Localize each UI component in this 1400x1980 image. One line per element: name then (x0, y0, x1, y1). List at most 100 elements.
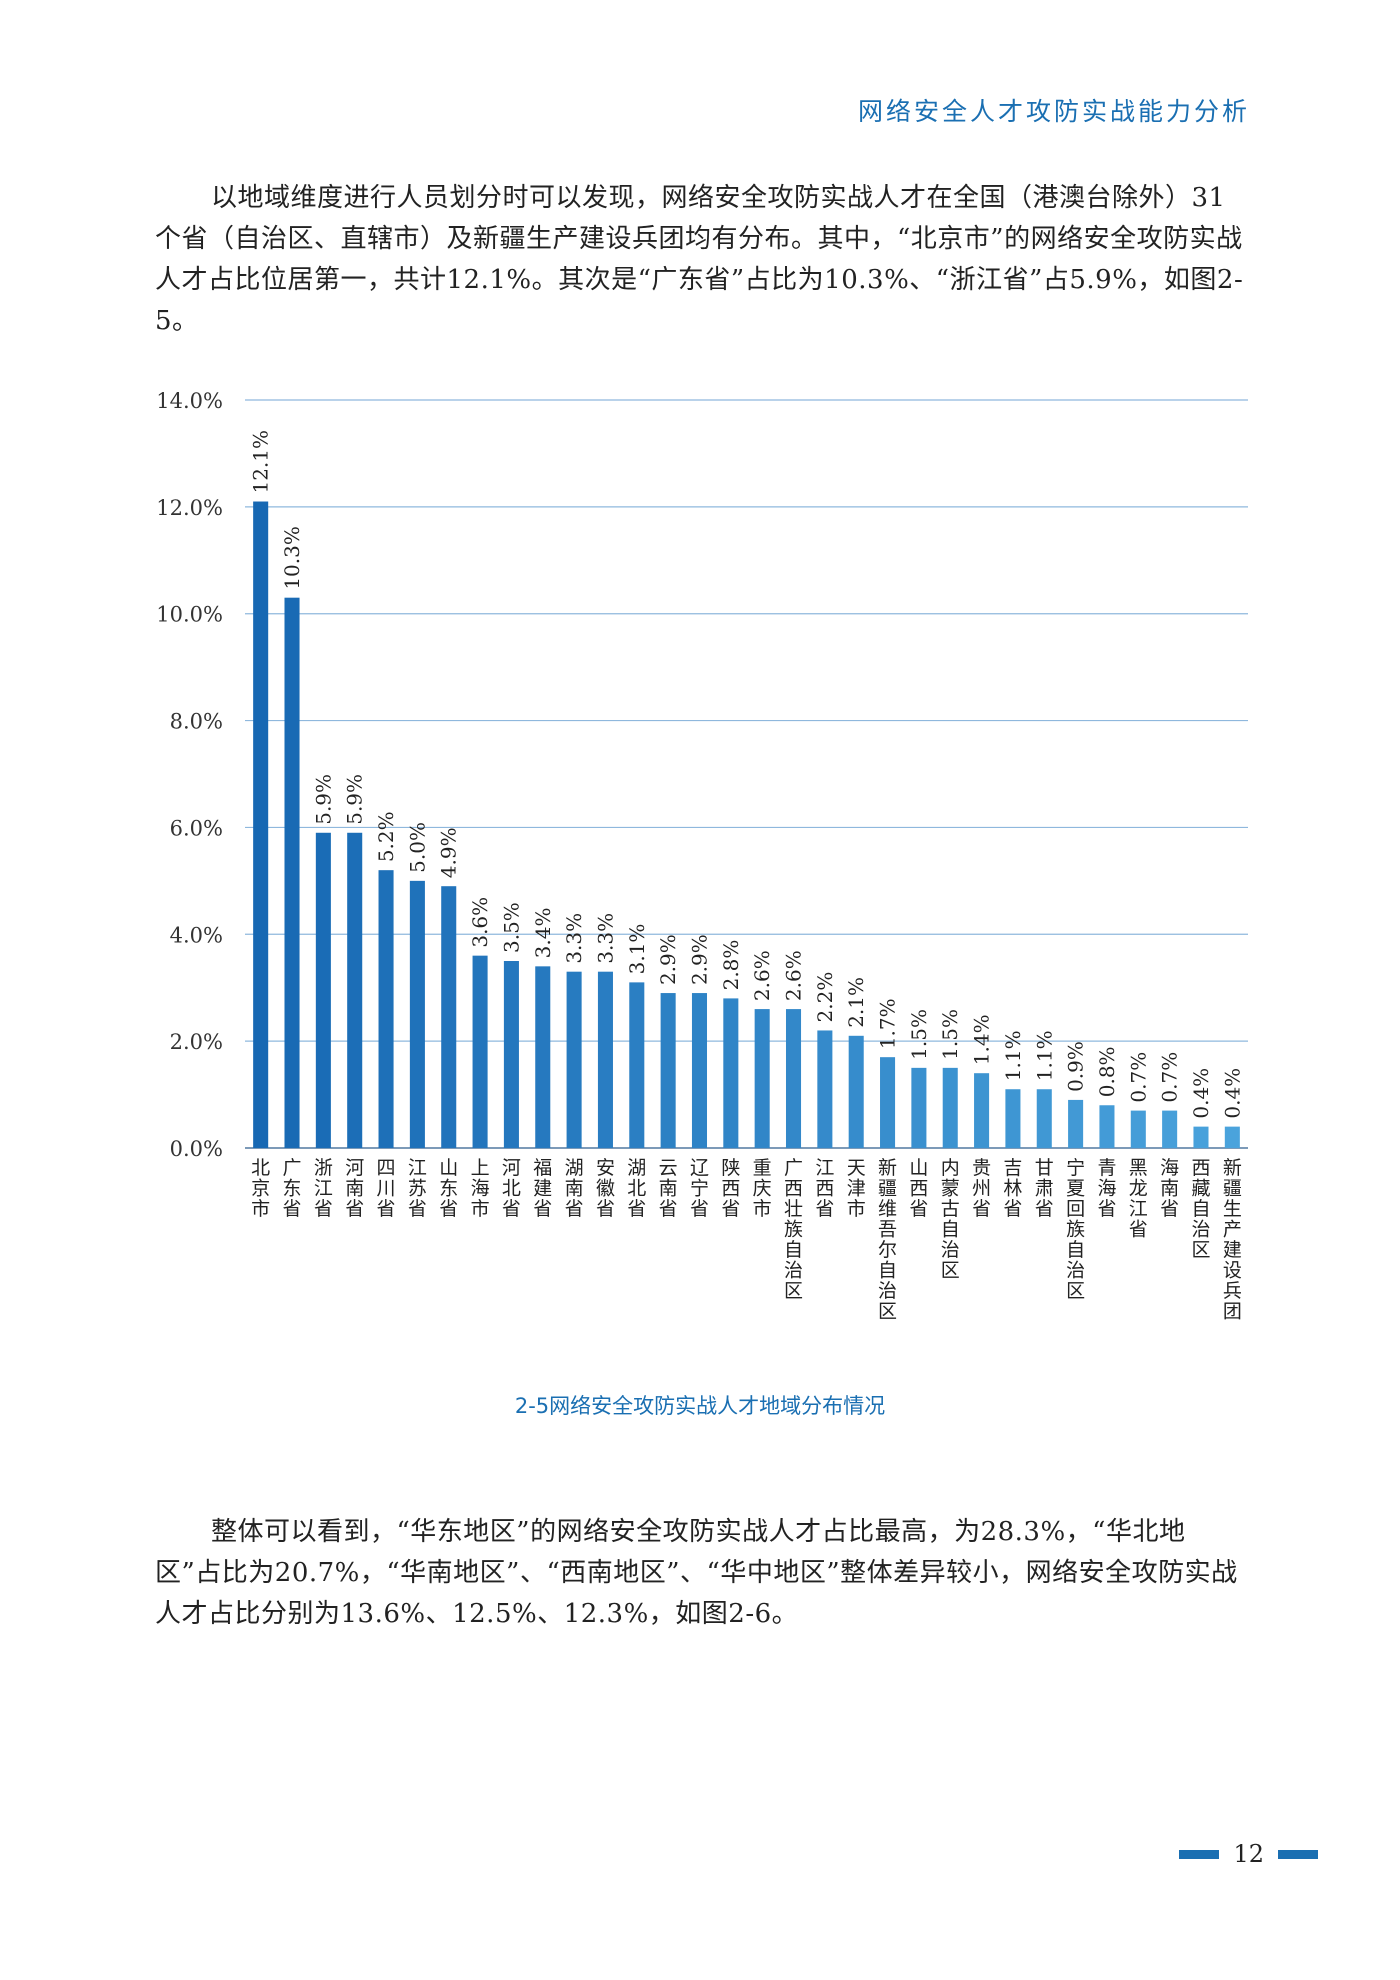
bar (974, 1073, 990, 1148)
x-tick-label: 河南省 (345, 1157, 364, 1220)
x-tick-label: 重庆市 (753, 1157, 772, 1220)
value-label: 5.2% (374, 811, 398, 862)
value-label: 1.5% (907, 1009, 931, 1060)
x-tick-label: 江苏省 (408, 1157, 427, 1220)
value-label: 5.9% (343, 774, 367, 825)
value-label: 3.5% (499, 902, 523, 953)
value-label: 12.1% (249, 430, 273, 494)
bar (535, 966, 551, 1148)
y-tick-label: 0.0% (170, 1137, 223, 1161)
page-number: 12 (1233, 1840, 1264, 1868)
x-tick-label: 浙江省 (314, 1157, 333, 1220)
value-label: 0.7% (1126, 1052, 1150, 1103)
running-header: 网络安全人才攻防实战能力分析 (857, 97, 1250, 126)
y-tick-label: 2.0% (170, 1030, 223, 1054)
bar (409, 880, 425, 1148)
x-tick-label: 广西壮族自治区 (784, 1157, 803, 1302)
x-tick-label: 河北省 (502, 1157, 521, 1220)
bar (1068, 1099, 1084, 1148)
bar (503, 961, 519, 1148)
bar (629, 982, 645, 1148)
bar (817, 1030, 833, 1148)
chart-y-tick-labels: 0.0% 2.0% 4.0% 6.0% 8.0% 10.0% 12.0% 14.0% (156, 389, 223, 1161)
intro-paragraph-text: 以地域维度进行人员划分时可以发现，网络安全攻防实战人才在全国（港澳台除外）31个… (155, 183, 1244, 336)
value-label: 1.7% (876, 998, 900, 1049)
value-label: 0.9% (1064, 1041, 1088, 1092)
bar (848, 1035, 864, 1148)
value-label: 2.9% (687, 934, 711, 985)
bar (754, 1009, 770, 1148)
value-label: 1.1% (1001, 1030, 1025, 1081)
value-label: 2.6% (782, 950, 806, 1001)
x-tick-label: 甘肃省 (1035, 1157, 1054, 1220)
x-tick-label: 四川省 (377, 1157, 396, 1220)
bar (1099, 1105, 1115, 1148)
value-label: 2.1% (844, 977, 868, 1028)
x-tick-label: 青海省 (1097, 1157, 1116, 1220)
value-label: 1.5% (938, 1009, 962, 1060)
value-label: 0.8% (1095, 1046, 1119, 1097)
x-tick-label: 上海市 (471, 1157, 490, 1220)
value-label: 3.4% (531, 908, 555, 959)
bar (284, 597, 300, 1148)
bar (347, 832, 363, 1148)
x-tick-label: 内蒙古自治区 (941, 1157, 960, 1282)
value-label: 2.2% (813, 972, 837, 1023)
x-tick-label: 西藏自治区 (1191, 1157, 1210, 1261)
bar (880, 1057, 896, 1148)
value-label: 10.3% (280, 526, 304, 590)
x-tick-label: 辽宁省 (690, 1157, 709, 1220)
bar (253, 501, 269, 1148)
bar (785, 1009, 802, 1148)
bar (441, 886, 457, 1148)
bar (911, 1067, 927, 1148)
figure-caption: 2-5网络安全攻防实战人才地域分布情况 (514, 1394, 886, 1418)
value-label: 5.9% (311, 774, 335, 825)
bar (1005, 1089, 1021, 1148)
bar (660, 993, 676, 1148)
x-tick-label: 吉林省 (1003, 1157, 1022, 1220)
value-label: 1.4% (970, 1014, 994, 1065)
summary-paragraph: 整体可以看到，“华东地区”的网络安全攻防实战人才占比最高，为28.3%，“华北地… (155, 1512, 1247, 1635)
bar (942, 1067, 958, 1148)
bar (472, 955, 488, 1148)
y-tick-label: 8.0% (170, 710, 223, 734)
value-label: 4.9% (437, 827, 461, 878)
value-label: 3.3% (593, 913, 617, 964)
chart-bars (253, 501, 1240, 1148)
x-tick-label: 湖南省 (565, 1157, 584, 1220)
bar (1036, 1089, 1052, 1148)
x-tick-label: 北京市 (251, 1157, 270, 1220)
bar (1193, 1126, 1209, 1148)
bar (691, 993, 708, 1148)
x-tick-label: 江西省 (815, 1157, 834, 1220)
value-label: 1.1% (1032, 1030, 1056, 1081)
bar (315, 832, 331, 1148)
bar (378, 870, 394, 1148)
x-tick-label: 宁夏回族自治区 (1066, 1157, 1085, 1302)
value-label: 0.4% (1220, 1068, 1244, 1119)
bar (1162, 1110, 1178, 1148)
x-tick-label: 黑龙江省 (1129, 1157, 1148, 1241)
page-number-bar-right (1278, 1849, 1318, 1859)
x-tick-label: 广东省 (283, 1157, 302, 1220)
value-label: 3.1% (625, 924, 649, 975)
x-tick-label: 安徽省 (596, 1157, 615, 1220)
value-label: 0.7% (1158, 1052, 1182, 1103)
value-label: 2.6% (750, 950, 774, 1001)
x-tick-label: 云南省 (659, 1157, 678, 1220)
bar (1130, 1110, 1146, 1148)
x-tick-label: 天津市 (847, 1157, 866, 1220)
x-tick-label: 山西省 (909, 1157, 928, 1220)
x-tick-label: 陕西省 (721, 1157, 740, 1220)
region-distribution-bar-chart: 0.0% 2.0% 4.0% 6.0% 8.0% 10.0% 12.0% 14.0% 12.1… (156, 389, 1248, 1323)
chart-x-tick-labels: 北京市广东省浙江省河南省四川省江苏省山东省上海市河北省福建省湖南省安徽省湖北省云… (251, 1157, 1242, 1323)
page-number-block: 12 (1179, 1840, 1318, 1868)
value-label: 3.3% (562, 913, 586, 964)
x-tick-label: 山东省 (439, 1157, 458, 1220)
bar (1224, 1126, 1240, 1148)
y-tick-label: 12.0% (156, 496, 223, 520)
intro-paragraph: 以地域维度进行人员划分时可以发现，网络安全攻防实战人才在全国（港澳台除外）31个… (155, 178, 1247, 342)
bar (723, 998, 739, 1148)
value-label: 3.6% (468, 897, 492, 948)
